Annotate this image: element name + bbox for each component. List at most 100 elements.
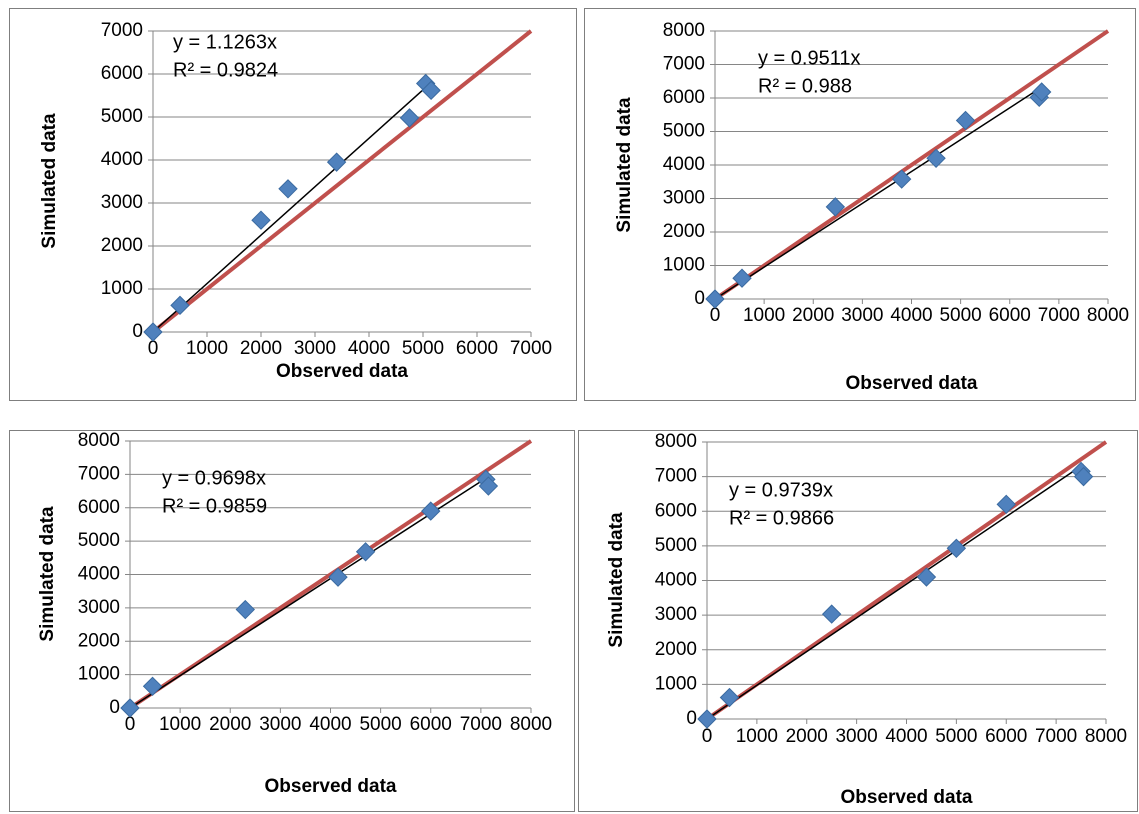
x-tick-label: 0 xyxy=(710,305,721,326)
scatter-chart: 0 1000 2000 3000 4000 5000 6000 7000 8000 0 1000 20… xyxy=(37,430,552,797)
x-tick-label: 8000 xyxy=(510,714,552,735)
x-tick-label: 8000 xyxy=(1085,726,1127,747)
y-tick-label: 2000 xyxy=(655,639,697,660)
data-point xyxy=(399,108,420,128)
x-tick-label: 2000 xyxy=(240,338,282,359)
y-tick-label: 1000 xyxy=(101,278,143,299)
data-point xyxy=(825,197,846,217)
y-tick-label: 1000 xyxy=(655,673,697,694)
data-point xyxy=(328,567,348,587)
y-tick-label: 2000 xyxy=(78,630,120,651)
x-tick-label: 4000 xyxy=(885,726,927,747)
data-point xyxy=(891,169,912,189)
data-point xyxy=(251,210,271,230)
y-tick-label: 8000 xyxy=(78,430,120,451)
data-point xyxy=(143,322,163,342)
y-tick-label: 5000 xyxy=(101,106,143,127)
chart-panel-3: 0 1000 2000 3000 4000 5000 6000 7000 8000 0 1000 20… xyxy=(9,430,575,812)
y-tick-label: 6000 xyxy=(101,63,143,84)
y-axis-title: Simulated data xyxy=(39,113,60,249)
x-tick-label: 7000 xyxy=(1035,726,1077,747)
trendline xyxy=(152,82,432,333)
data-point xyxy=(142,676,163,697)
y-tick-label: 7000 xyxy=(663,54,705,75)
x-tick-label: 0 xyxy=(125,714,136,735)
x-tick-label: 3000 xyxy=(841,305,883,326)
reference-line xyxy=(705,440,1108,721)
y-tick-label: 0 xyxy=(686,708,697,729)
y-tick-label: 5000 xyxy=(655,535,697,556)
x-tick-label: 2000 xyxy=(786,726,828,747)
reference-line xyxy=(151,29,533,334)
data-point xyxy=(926,148,946,169)
y-tick-label: 1000 xyxy=(78,664,120,685)
data-point xyxy=(705,289,725,309)
y-axis-title: Simulated data xyxy=(37,506,58,642)
trendline-equation: y = 0.9698x xyxy=(162,468,266,490)
x-axis-title: Observed data xyxy=(841,787,973,808)
y-tick-label: 2000 xyxy=(101,235,143,256)
x-tick-label: 2000 xyxy=(792,305,834,326)
x-tick-label: 6000 xyxy=(989,305,1031,326)
data-point xyxy=(170,295,190,316)
x-axis-title: Observed data xyxy=(276,361,408,382)
x-tick-label: 7000 xyxy=(460,714,502,735)
x-tick-label: 0 xyxy=(148,338,159,359)
data-point xyxy=(421,80,441,101)
x-tick-label: 3000 xyxy=(835,726,877,747)
y-tick-label: 4000 xyxy=(655,570,697,591)
x-tick-label: 1000 xyxy=(159,714,201,735)
y-tick-label: 7000 xyxy=(78,463,120,484)
x-tick-label: 5000 xyxy=(935,726,977,747)
x-tick-label: 1000 xyxy=(186,338,228,359)
y-tick-label: 5000 xyxy=(663,121,705,142)
y-tick-label: 7000 xyxy=(655,466,697,487)
y-tick-label: 3000 xyxy=(101,192,143,213)
x-tick-label: 5000 xyxy=(939,305,981,326)
x-tick-label: 6000 xyxy=(456,338,498,359)
x-tick-label: 6000 xyxy=(410,714,452,735)
x-tick-label: 4000 xyxy=(309,714,351,735)
data-point xyxy=(732,268,752,288)
data-point xyxy=(916,567,937,587)
y-tick-label: 8000 xyxy=(655,431,697,452)
y-tick-label: 6000 xyxy=(655,500,697,521)
reference-line xyxy=(713,29,1110,301)
x-tick-label: 7000 xyxy=(510,338,552,359)
data-point xyxy=(1031,82,1052,102)
data-point xyxy=(120,698,140,718)
data-point xyxy=(821,604,842,624)
y-tick-label: 4000 xyxy=(101,149,143,170)
data-point xyxy=(478,476,499,496)
data-point xyxy=(355,542,376,562)
x-tick-label: 7000 xyxy=(1038,305,1080,326)
x-tick-label: 0 xyxy=(702,726,713,747)
y-tick-label: 0 xyxy=(132,321,143,342)
data-point xyxy=(421,501,441,521)
y-axis-title: Simulated data xyxy=(614,97,635,233)
y-tick-label: 1000 xyxy=(663,255,705,276)
y-tick-label: 2000 xyxy=(663,221,705,242)
y-tick-label: 6000 xyxy=(78,497,120,518)
chart-panel-4: 0 1000 2000 3000 4000 5000 6000 7000 8000 0 1000 20… xyxy=(578,430,1138,812)
x-axis-title: Observed data xyxy=(846,373,978,394)
data-point xyxy=(697,709,717,729)
x-tick-label: 4000 xyxy=(348,338,390,359)
data-point xyxy=(235,599,255,620)
scatter-chart: 0 1000 2000 3000 4000 5000 6000 7000 8000 0 1000 20… xyxy=(614,20,1129,394)
x-axis-title: Observed data xyxy=(265,776,397,797)
y-tick-label: 5000 xyxy=(78,530,120,551)
data-point xyxy=(955,110,976,131)
scatter-chart: 0 1000 2000 3000 4000 5000 6000 7000 8000 0 1000 20… xyxy=(606,431,1127,808)
trendline-equation: y = 1.1263x xyxy=(173,32,277,54)
y-tick-label: 6000 xyxy=(663,87,705,108)
x-tick-label: 3000 xyxy=(259,714,301,735)
chart-panel-1: 0 1000 2000 3000 4000 5000 6000 7000 0 1000 2000 30… xyxy=(9,8,577,401)
y-tick-label: 8000 xyxy=(663,20,705,41)
y-axis-title: Simulated data xyxy=(606,512,627,648)
data-point xyxy=(719,687,740,708)
x-tick-label: 5000 xyxy=(402,338,444,359)
scatter-chart: 0 1000 2000 3000 4000 5000 6000 7000 0 1000 2000 30… xyxy=(39,20,552,382)
x-tick-label: 2000 xyxy=(209,714,251,735)
y-tick-label: 4000 xyxy=(78,564,120,585)
